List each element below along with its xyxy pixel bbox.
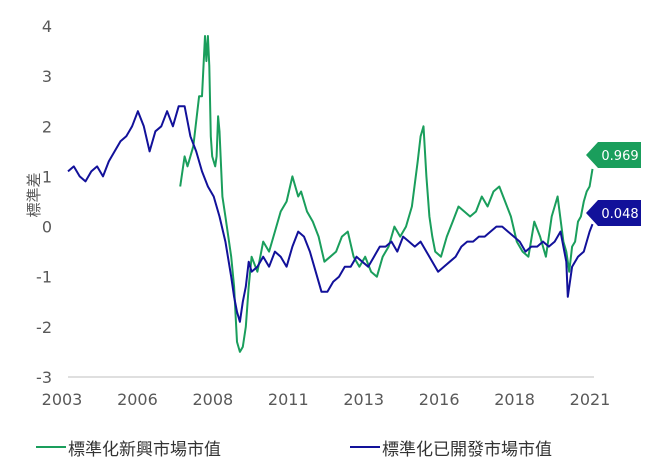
end-value-tag-developed: 0.048 <box>586 200 641 226</box>
y-tick-label: 1 <box>42 167 52 186</box>
legend-item-developed: 標準化已開發市場市值 <box>350 434 552 460</box>
x-tick-label: 2006 <box>117 390 158 409</box>
series-line-emerging <box>179 35 594 353</box>
series <box>67 35 594 353</box>
end-value-tag-emerging: 0.969 <box>586 142 641 168</box>
legend-label-emerging: 標準化新興市場市值 <box>68 439 221 460</box>
end-labels: 0.969 0.048 <box>586 142 641 226</box>
end-value-tag-shape <box>586 200 641 226</box>
x-tick-label: 2016 <box>419 390 460 409</box>
y-tick-label: -1 <box>36 268 52 287</box>
series-line-developed <box>67 105 594 323</box>
y-tick-label: 4 <box>42 17 52 36</box>
x-tick-label: 2013 <box>343 390 384 409</box>
y-tick-label: -2 <box>36 318 52 337</box>
y-tick-label: -3 <box>36 368 52 387</box>
y-axis-ticks: 4 3 2 1 0 -1 -2 -3 <box>36 17 52 387</box>
end-value-label: 0.048 <box>601 207 638 222</box>
line-chart: 4 3 2 1 0 -1 -2 -3 2003 2006 2008 2011 2013 2016 2018… <box>25 17 641 409</box>
end-value-tag-shape <box>586 142 641 168</box>
legend-item-emerging: 標準化新興市場市值 <box>36 434 221 460</box>
axes: 4 3 2 1 0 -1 -2 -3 2003 2006 2008 2011 2013 2016 2018… <box>25 17 610 409</box>
y-tick-label: 3 <box>42 67 52 86</box>
x-axis-ticks: 2003 2006 2008 2011 2013 2016 2018 2021 <box>42 390 611 409</box>
legend-swatch-developed <box>350 446 380 448</box>
end-value-label: 0.969 <box>601 149 638 164</box>
legend-swatch-emerging <box>36 446 66 448</box>
x-tick-label: 2021 <box>570 390 611 409</box>
x-tick-label: 2018 <box>494 390 535 409</box>
x-tick-label: 2011 <box>268 390 309 409</box>
y-tick-label: 0 <box>42 218 52 237</box>
y-axis-label: 標準差 <box>25 172 43 217</box>
x-tick-label: 2003 <box>42 390 83 409</box>
legend-label-developed: 標準化已開發市場市值 <box>382 439 552 460</box>
x-tick-label: 2008 <box>192 390 233 409</box>
y-tick-label: 2 <box>42 117 52 136</box>
